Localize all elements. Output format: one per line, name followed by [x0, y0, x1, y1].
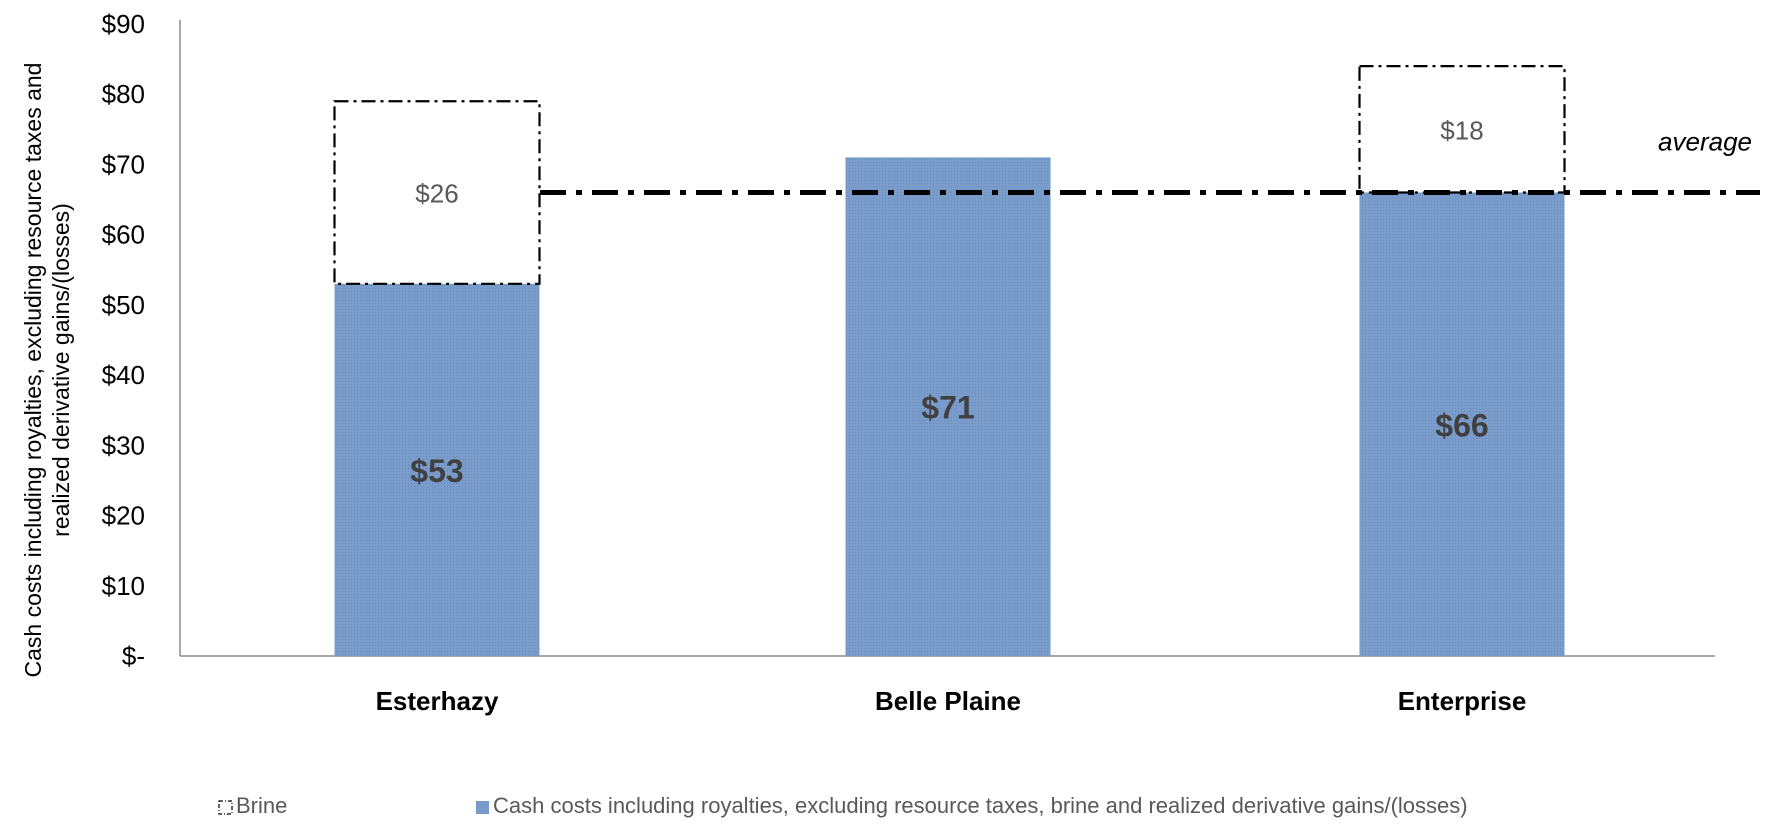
- x-category-label: Belle Plaine: [875, 686, 1021, 716]
- data-label-brine: $18: [1440, 115, 1483, 145]
- bar-cash-costs: [334, 283, 540, 656]
- y-tick-label: $30: [102, 430, 145, 460]
- legend-swatch-brine: [218, 800, 233, 815]
- data-label-cash-costs: $71: [921, 390, 974, 426]
- legend-label-brine: Brine: [236, 793, 287, 818]
- y-tick-label: $10: [102, 571, 145, 601]
- bar-cash-costs: [845, 157, 1051, 656]
- legend-item-cash-costs: Cash costs including royalties, excludin…: [476, 793, 1468, 818]
- bar-cash-costs: [1359, 192, 1565, 657]
- y-tick-label: $80: [102, 79, 145, 109]
- data-label-cash-costs: $53: [410, 453, 463, 489]
- bar-brine: [333, 100, 541, 285]
- plot-area: $- $10 $20 $30 $40 $50 $60 $70 $80 $90 $26 $53 Ester…: [102, 9, 1760, 716]
- y-axis-title-line-1: Cash costs including royalties, excludin…: [20, 63, 46, 678]
- data-label-brine: $26: [415, 179, 458, 209]
- legend-swatch-cash-costs: [476, 801, 489, 814]
- legend-item-brine: Brine: [218, 793, 287, 818]
- legend: Brine Cash costs including royalties, ex…: [218, 793, 1468, 818]
- y-tick-label: $50: [102, 290, 145, 320]
- y-tick-label: $60: [102, 220, 145, 250]
- y-axis-title: Cash costs including royalties, excludin…: [20, 63, 74, 678]
- y-tick-label: $20: [102, 501, 145, 531]
- x-category-label: Enterprise: [1398, 686, 1527, 716]
- y-tick-label: $90: [102, 9, 145, 39]
- legend-label-cash-costs: Cash costs including royalties, excludin…: [493, 793, 1468, 818]
- y-tick-label: $-: [122, 641, 145, 671]
- data-label-cash-costs: $66: [1435, 407, 1488, 443]
- x-category-label: Esterhazy: [376, 686, 499, 716]
- average-label: average: [1658, 127, 1752, 157]
- y-tick-label: $70: [102, 149, 145, 179]
- y-tick-label: $40: [102, 360, 145, 390]
- y-axis-title-line-2: realized derivative gains/(losses): [48, 203, 74, 537]
